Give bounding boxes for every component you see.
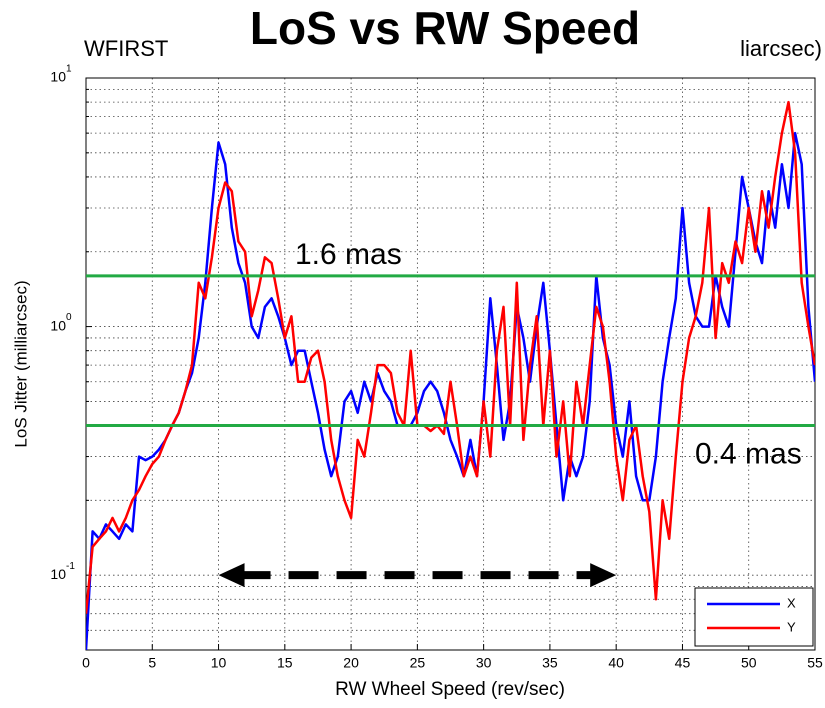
x-tick-label: 50 bbox=[741, 655, 757, 671]
x-tick-label: 30 bbox=[476, 655, 492, 671]
reference-label: 1.6 mas bbox=[295, 238, 402, 271]
chart-title: LoS vs RW Speed bbox=[250, 2, 640, 54]
x-tick-label: 35 bbox=[542, 655, 558, 671]
x-tick-label: 55 bbox=[807, 655, 823, 671]
x-tick-label: 25 bbox=[410, 655, 426, 671]
x-tick-label: 40 bbox=[608, 655, 624, 671]
reference-label: 0.4 mas bbox=[695, 437, 802, 470]
legend-label: X bbox=[787, 595, 796, 610]
series-group bbox=[86, 100, 815, 650]
legend-box bbox=[694, 587, 814, 647]
x-tick-label: 10 bbox=[211, 655, 227, 671]
series-line bbox=[86, 100, 815, 614]
legend-label: Y bbox=[787, 619, 796, 634]
x-axis-label: RW Wheel Speed (rev/sec) bbox=[335, 679, 565, 700]
arrow-head bbox=[590, 563, 617, 588]
x-tick-label: 45 bbox=[675, 655, 691, 671]
y-tick-exponent: -1 bbox=[66, 561, 75, 572]
y-tick-label: 10 bbox=[50, 566, 66, 582]
header-note: WFIRST bbox=[84, 36, 168, 61]
arrow-head bbox=[218, 563, 245, 588]
y-tick-label: 10 bbox=[50, 317, 66, 333]
y-tick-exponent: 1 bbox=[66, 64, 72, 75]
x-tick-label: 20 bbox=[343, 655, 359, 671]
x-tick-label: 5 bbox=[148, 655, 156, 671]
y-tick-label: 10 bbox=[50, 69, 66, 85]
y-axis-label: LoS Jitter (milliarcsec) bbox=[11, 280, 30, 447]
x-tick-label: 15 bbox=[277, 655, 293, 671]
header-note: liarcsec) bbox=[740, 36, 822, 61]
series-line bbox=[86, 131, 815, 650]
y-tick-exponent: 0 bbox=[66, 312, 72, 323]
x-tick-label: 0 bbox=[82, 655, 90, 671]
